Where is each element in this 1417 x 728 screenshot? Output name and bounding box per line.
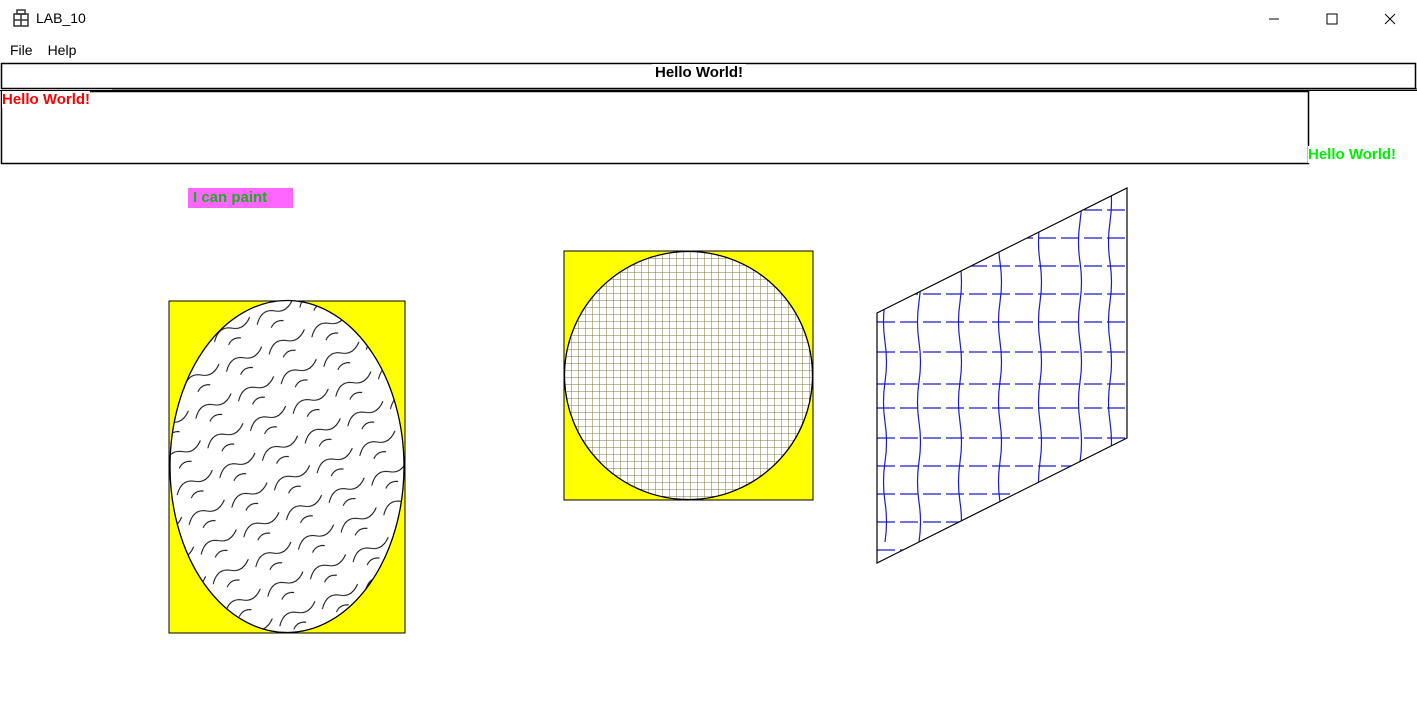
hello-world-black: Hello World! — [652, 64, 747, 81]
drawing-canvas[interactable]: Hello World! Hello World! Hello World! I… — [0, 62, 1417, 728]
menu-help[interactable]: Help — [47, 42, 77, 58]
minimize-icon — [1268, 13, 1280, 25]
hello-world-green: Hello World! — [1308, 146, 1397, 163]
canvas-graphics — [0, 62, 1417, 634]
text-frame — [0, 90, 1310, 165]
close-icon — [1384, 13, 1396, 25]
maximize-icon — [1326, 13, 1338, 25]
minimize-button[interactable] — [1245, 0, 1303, 38]
app-icon — [12, 9, 30, 27]
paint-label: I can paint — [188, 188, 293, 208]
title-bar[interactable]: LAB_10 — [0, 0, 1417, 38]
hello-world-red: Hello World! — [2, 91, 91, 108]
hatched-parallelogram — [877, 188, 1127, 563]
menu-bar: File Help — [0, 38, 1417, 62]
menu-file[interactable]: File — [10, 42, 33, 58]
close-button[interactable] — [1361, 0, 1417, 38]
maximize-button[interactable] — [1303, 0, 1361, 38]
window-title: LAB_10 — [36, 10, 86, 26]
